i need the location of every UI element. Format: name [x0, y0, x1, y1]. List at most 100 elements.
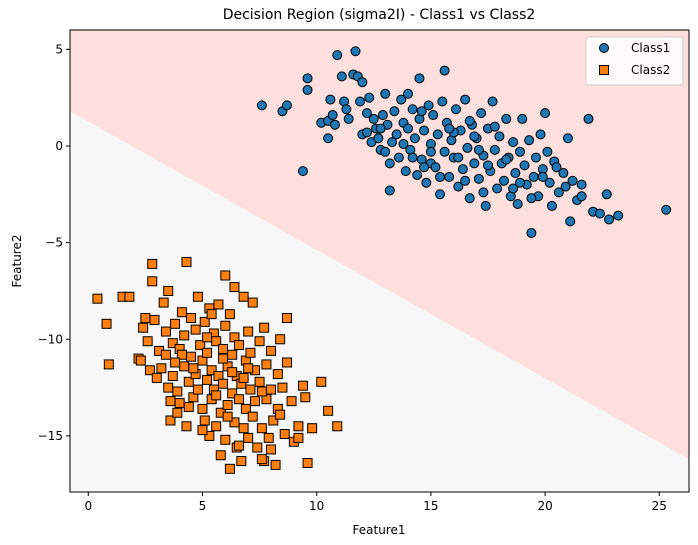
class2-point — [165, 415, 176, 426]
class1-point — [501, 154, 512, 165]
class1-point — [380, 88, 391, 99]
class2-point — [192, 291, 203, 302]
y-tick-label: −10 — [38, 332, 63, 346]
class1-point — [329, 119, 340, 130]
class2-point — [103, 359, 114, 370]
class1-point — [435, 171, 446, 182]
class1-point — [494, 131, 505, 142]
series-class2 — [92, 256, 343, 474]
class1-point — [489, 121, 500, 132]
series-class1 — [256, 46, 672, 238]
class2-point — [227, 349, 238, 360]
class1-point — [432, 129, 443, 140]
class2-point — [240, 403, 251, 414]
class2-point — [192, 384, 203, 395]
class1-point — [355, 96, 366, 107]
class1-point — [464, 193, 475, 204]
class1-point — [256, 100, 267, 111]
class2-point — [174, 398, 185, 409]
decision-regions — [70, 30, 689, 492]
class2-point — [179, 330, 190, 341]
class2-point — [197, 425, 208, 436]
class1-point — [508, 137, 519, 148]
class2-point — [234, 340, 245, 351]
class2-point — [156, 363, 167, 374]
class1-point — [357, 77, 368, 88]
class2-point — [229, 417, 240, 428]
y-axis: −15 −10 −5 0 5 — [38, 42, 70, 443]
class2-point — [181, 421, 192, 432]
class2-point — [211, 421, 222, 432]
class1-point — [439, 146, 450, 157]
class2-point — [202, 332, 213, 343]
class2-point — [254, 376, 265, 387]
class2-point — [158, 297, 169, 308]
class2-point — [140, 313, 151, 324]
class2-point — [307, 423, 318, 434]
class1-point — [498, 175, 509, 186]
class1-point — [368, 113, 379, 124]
class1-point — [553, 187, 564, 198]
class1-point — [514, 146, 525, 157]
class1-point — [560, 181, 571, 192]
class1-point — [302, 73, 313, 84]
class2-point — [275, 334, 286, 345]
chart-title: Decision Region (sigma2I) - Class1 vs Cl… — [223, 7, 536, 23]
legend: Class1 Class2 — [585, 36, 684, 86]
class1-point — [567, 175, 578, 186]
class2-point — [135, 355, 146, 366]
class1-point — [469, 131, 480, 142]
class2-point — [247, 297, 258, 308]
class1-point — [501, 113, 512, 124]
class1-point — [517, 113, 528, 124]
class2-point — [238, 291, 249, 302]
class2-point — [281, 313, 292, 324]
class1-point — [489, 144, 500, 155]
class2-point — [222, 400, 233, 411]
class2-point — [243, 326, 254, 337]
class2-point — [252, 442, 263, 453]
legend-marker-class1 — [599, 43, 609, 53]
legend-marker-class2 — [599, 65, 609, 75]
class2-point — [218, 353, 229, 364]
class2-point — [179, 361, 190, 372]
class2-point — [245, 347, 256, 358]
class2-point — [190, 324, 201, 335]
class1-point — [323, 133, 334, 144]
class1-point — [425, 146, 436, 157]
class2-point — [144, 365, 155, 376]
legend-box — [585, 36, 684, 86]
class1-point — [350, 46, 361, 57]
class2-point — [147, 276, 158, 287]
class2-point — [222, 411, 233, 422]
class1-point — [551, 162, 562, 173]
class2-point — [270, 459, 281, 470]
class1-point — [460, 94, 471, 105]
class2-point — [300, 392, 311, 403]
class2-point — [332, 421, 343, 432]
class2-point — [227, 388, 238, 399]
class1-point — [473, 173, 484, 184]
class2-point — [234, 440, 245, 451]
x-tick-label: 10 — [309, 499, 324, 513]
class1-point — [453, 152, 464, 163]
class1-point — [403, 88, 414, 99]
class2-point — [101, 318, 112, 329]
class1-point — [478, 187, 489, 198]
class1-point — [380, 146, 391, 157]
class1-point — [487, 96, 498, 107]
class1-point — [375, 123, 386, 134]
class1-point — [407, 104, 418, 115]
class1-point — [537, 171, 548, 182]
class2-point — [256, 386, 267, 397]
class2-point — [224, 309, 235, 320]
class1-point — [412, 169, 423, 180]
class1-point — [437, 96, 448, 107]
class1-point — [387, 137, 398, 148]
class2-point — [279, 429, 290, 440]
class1-point — [384, 185, 395, 196]
class1-point — [297, 166, 308, 177]
class2-point — [229, 282, 240, 293]
scatter-points — [92, 46, 672, 474]
class1-point — [393, 152, 404, 163]
